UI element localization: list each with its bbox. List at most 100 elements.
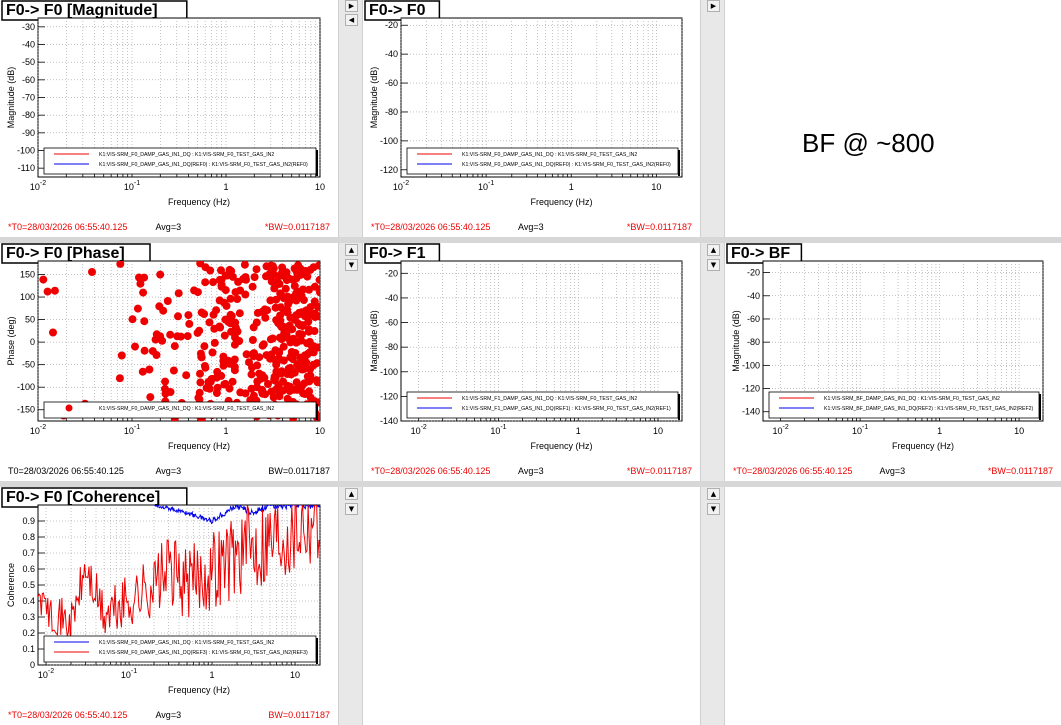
scroll-down-button[interactable]: ▼ — [707, 503, 720, 515]
scatter-point — [275, 279, 284, 288]
x-tick-label: 10-2 — [30, 180, 46, 192]
scatter-point — [228, 377, 237, 386]
scroll-down-button[interactable]: ▼ — [707, 259, 720, 271]
scatter-point — [305, 375, 314, 383]
footer-bw: BW=0.0117187 — [268, 710, 330, 720]
scatter-point — [201, 363, 210, 372]
scroll-up-button[interactable]: ▶ — [707, 0, 720, 12]
y-tick-label: -140 — [742, 407, 760, 417]
footer-t0: T0=28/03/2026 06:55:40.125 — [8, 466, 124, 476]
legend-entry: K1:VIS-SRM_F1_DAMP_GAS_IN1_DQ : K1:VIS-S… — [462, 396, 637, 402]
scatter-point — [43, 287, 52, 296]
scroll-down-button[interactable]: ◀ — [345, 14, 358, 26]
scatter-point — [161, 377, 170, 386]
scatter-point — [289, 334, 298, 343]
scatter-point — [50, 286, 59, 295]
y-tick-label: 0 — [30, 337, 35, 347]
scatter-point — [133, 304, 142, 313]
x-tick-label: 10 — [315, 426, 325, 436]
y-tick-label: -80 — [385, 107, 398, 117]
scatter-point — [183, 332, 192, 341]
chart-title: F0-> F1 — [369, 245, 426, 262]
scatter-point — [303, 272, 312, 281]
y-axis-label: Magnitude (dB) — [369, 310, 379, 372]
scatter-point — [285, 274, 294, 283]
scatter-point — [226, 294, 235, 303]
scroll-up-button[interactable]: ▶ — [345, 0, 358, 12]
scatter-point — [231, 318, 240, 327]
scatter-point — [205, 318, 214, 327]
scatter-point — [299, 365, 308, 373]
panel-empty — [363, 487, 700, 725]
scatter-point — [163, 297, 172, 305]
scatter-point — [292, 385, 301, 394]
scroll-up-button[interactable]: ▲ — [707, 488, 720, 500]
scroll-up-button[interactable]: ▲ — [345, 488, 358, 500]
y-tick-label: 0.9 — [22, 516, 35, 526]
legend-entry: K1:VIS-SRM_F0_DAMP_GAS_IN1_DQ : K1:VIS-S… — [462, 152, 637, 158]
x-tick-label: 1 — [223, 426, 228, 436]
series-line-live — [38, 505, 320, 645]
scatter-point — [315, 261, 320, 270]
scatter-point — [145, 365, 154, 374]
scatter-point — [233, 295, 242, 303]
x-tick-label: 10-2 — [38, 668, 54, 680]
scatter-point — [252, 265, 261, 274]
chart-title: F0-> F0 [Phase] — [6, 245, 125, 262]
x-tick-label: 1 — [569, 182, 574, 192]
scatter-point — [313, 359, 320, 368]
chart-svg: F0-> F1 -140 -120 -100 -80 -60 -40 -20 10-2 10-1 1… — [364, 243, 692, 476]
scatter-point — [217, 266, 225, 275]
chart-title: F0-> BF — [731, 245, 790, 262]
scatter-point — [135, 273, 143, 282]
scroll-up-button[interactable]: ▲ — [345, 244, 358, 256]
scatter-point — [245, 358, 253, 367]
scatter-point — [128, 315, 137, 324]
footer-t0: *T0=28/03/2026 06:55:40.125 — [733, 466, 852, 476]
scroll-up-button[interactable]: ▲ — [707, 244, 720, 256]
footer-t0: *T0=28/03/2026 06:55:40.125 — [371, 466, 490, 476]
scroll-down-button[interactable]: ▼ — [345, 259, 358, 271]
y-tick-label: 50 — [25, 315, 35, 325]
scatter-point — [215, 322, 224, 331]
scatter-point — [210, 338, 219, 347]
scatter-point — [225, 359, 234, 368]
y-tick-label: 0 — [30, 660, 35, 670]
x-axis-label: Frequency (Hz) — [530, 441, 592, 451]
y-tick-label: -110 — [18, 163, 35, 173]
legend-entry: K1:VIS-SRM_BF_DAMP_GAS_IN1_DQ : K1:VIS-S… — [824, 396, 1000, 402]
legend: K1:VIS-SRM_F0_DAMP_GAS_IN1_DQ : K1:VIS-S… — [43, 635, 318, 664]
scatter-point — [152, 330, 161, 339]
footer-t0: *T0=28/03/2026 06:55:40.125 — [8, 710, 127, 720]
y-tick-label: 100 — [20, 292, 35, 302]
scatter-point — [209, 310, 218, 319]
panel-f0-f0-coherence: F0-> F0 [Coherence] 0 0.1 0.2 0.3 0.4 0.5 0.6 0.… — [0, 487, 338, 725]
y-tick-label: -90 — [22, 128, 35, 138]
scatter-point — [264, 380, 272, 388]
scatter-point — [136, 279, 145, 288]
chart-svg: F0-> F0 [Phase] -150 -100 -50 0 50 100 150 10-2 1… — [1, 243, 330, 476]
scatter-point — [270, 372, 279, 381]
scatter-point — [281, 284, 290, 293]
x-tick-label: 10-1 — [852, 424, 868, 436]
y-axis-label: Magnitude (dB) — [731, 310, 741, 372]
y-tick-label: -60 — [385, 78, 398, 88]
y-tick-label: -50 — [22, 360, 35, 370]
footer-avg: Avg=3 — [155, 710, 181, 720]
x-axis-label: Frequency (Hz) — [168, 197, 230, 207]
footer-t0: *T0=28/03/2026 06:55:40.125 — [8, 222, 127, 232]
scatter-point — [290, 315, 299, 324]
scatter-point — [208, 348, 217, 357]
y-tick-label: 150 — [20, 270, 35, 280]
scatter-point — [225, 265, 234, 274]
x-tick-label: 10 — [651, 182, 661, 192]
scatter-point — [258, 341, 267, 350]
y-tick-label: -20 — [747, 268, 760, 278]
scatter-point — [184, 311, 193, 320]
scatter-point — [299, 296, 308, 304]
scatter-point — [152, 351, 161, 359]
y-tick-label: 0.5 — [22, 580, 35, 590]
scatter-point — [116, 261, 125, 268]
scatter-point — [195, 388, 204, 397]
scroll-down-button[interactable]: ▼ — [345, 503, 358, 515]
